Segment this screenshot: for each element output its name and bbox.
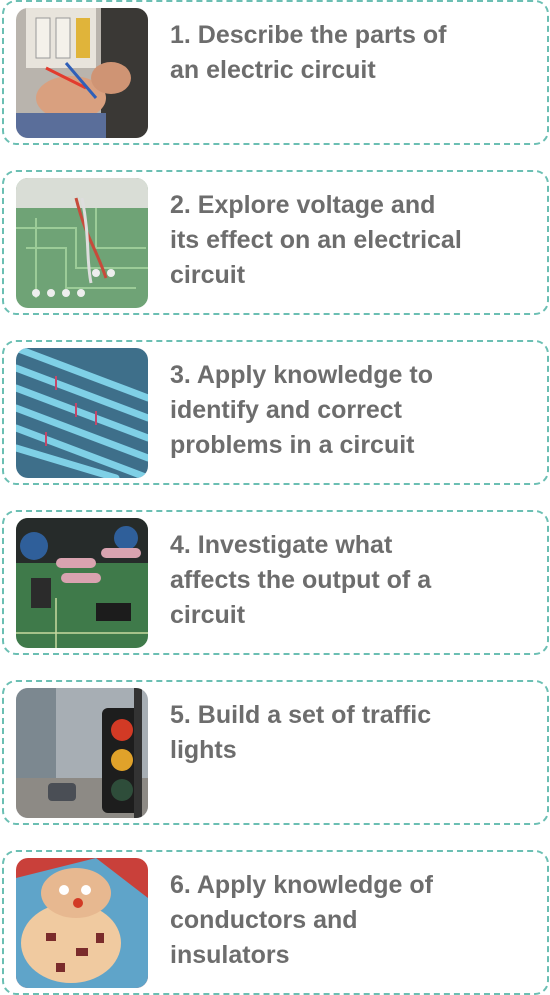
thumbnail-image [16,8,148,138]
thumbnail [16,348,148,478]
thumbnail-image [16,178,148,308]
page: 1. Describe the parts ofan electric circ… [0,0,550,993]
thumbnail [16,858,148,988]
objective-line: circuit [170,258,541,293]
objective-line: its effect on an electrical [170,223,541,258]
objective-line: 2. Explore voltage and [170,188,541,223]
thumbnail [16,178,148,308]
objective-line: insulators [170,938,541,973]
thumbnail [16,8,148,138]
thumbnail [16,688,148,818]
objective-line: 1. Describe the parts of [170,18,541,53]
thumbnail-image [16,348,148,478]
objective-line: problems in a circuit [170,428,541,463]
objective-line: an electric circuit [170,53,541,88]
objective-line: identify and correct [170,393,541,428]
objective-line: lights [170,733,541,768]
thumbnail-image [16,518,148,648]
objective-line: 5. Build a set of traffic [170,698,541,733]
objective-line: 3. Apply knowledge to [170,358,541,393]
objective-line: affects the output of a [170,563,541,598]
thumbnail [16,518,148,648]
thumbnail-image [16,688,148,818]
objective-line: conductors and [170,903,541,938]
objective-line: circuit [170,598,541,633]
thumbnail-image [16,858,148,988]
objective-line: 4. Investigate what [170,528,541,563]
objective-line: 6. Apply knowledge of [170,868,541,903]
